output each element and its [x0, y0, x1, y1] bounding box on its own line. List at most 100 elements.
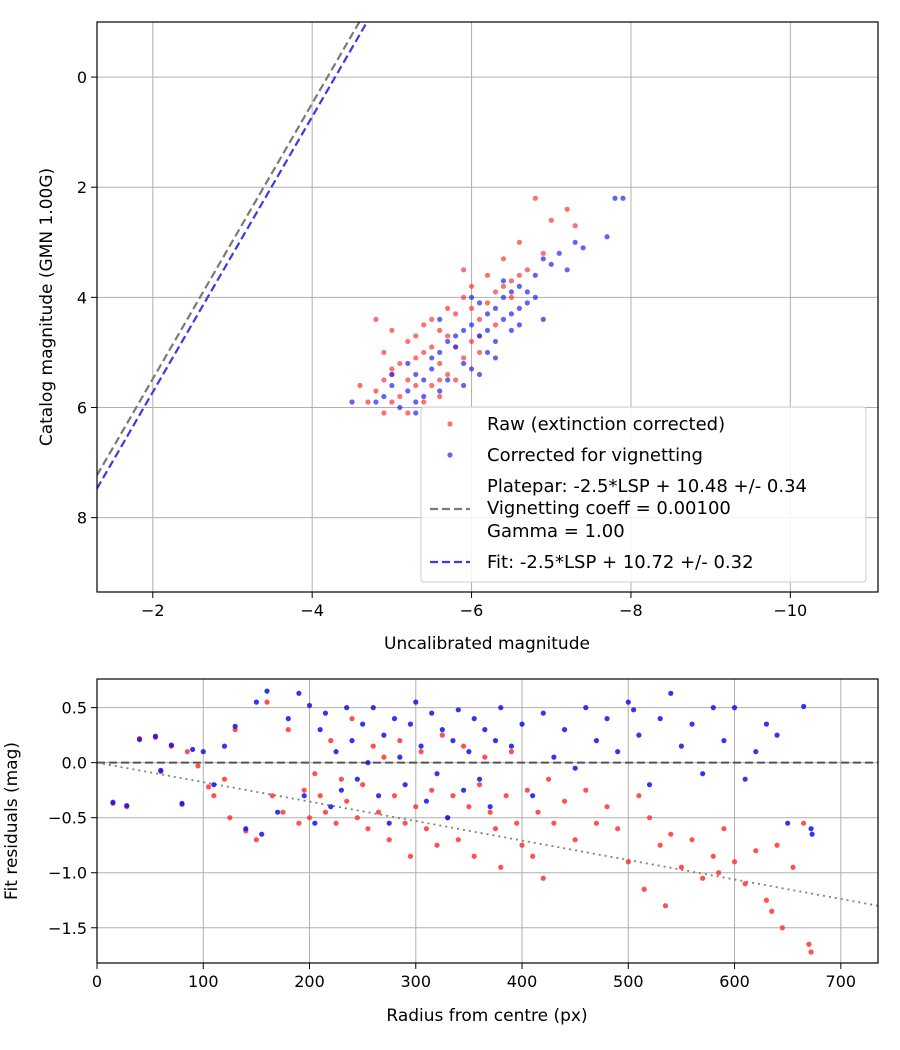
raw-point: [530, 853, 536, 859]
corrected-for-vignetting-point: [437, 316, 443, 322]
corrected-point: [710, 705, 716, 711]
raw-extinction-corrected-point: [429, 316, 435, 322]
raw-extinction-corrected-point: [508, 294, 515, 300]
corrected-point: [354, 776, 360, 782]
raw-point: [716, 870, 722, 876]
y-tick-label: 6: [77, 399, 87, 418]
corrected-for-vignetting-point: [516, 322, 522, 328]
corrected-point: [434, 771, 440, 777]
corrected-for-vignetting-point: [437, 388, 443, 394]
corrected-point: [317, 727, 323, 733]
raw-extinction-corrected-point: [484, 300, 491, 306]
trend-line: [97, 761, 878, 907]
raw-point: [779, 925, 785, 931]
corrected-point: [450, 738, 456, 744]
corrected-point: [375, 793, 382, 799]
raw-extinction-corrected-point: [492, 322, 499, 328]
raw-extinction-corrected-point: [508, 278, 515, 284]
raw-point: [508, 749, 515, 755]
corrected-point: [572, 765, 578, 771]
raw-point: [763, 897, 770, 903]
x-tick-label: −2: [141, 601, 165, 620]
corrected-point: [285, 716, 291, 722]
raw-extinction-corrected-point: [548, 217, 554, 223]
corrected-for-vignetting-point: [468, 366, 475, 372]
raw-point: [572, 837, 578, 843]
raw-extinction-corrected-point: [373, 388, 379, 394]
raw-extinction-corrected-point: [564, 206, 570, 212]
raw-extinction-corrected-point: [373, 316, 379, 322]
corrected-for-vignetting-point: [484, 349, 491, 356]
raw-point: [407, 853, 414, 859]
corrected-for-vignetting-point: [413, 399, 419, 405]
corrected-point: [519, 721, 525, 727]
corrected-point: [407, 721, 414, 727]
corrected-for-vignetting-point: [421, 377, 427, 383]
corrected-point: [439, 727, 445, 733]
raw-point: [312, 771, 318, 777]
corrected-point: [232, 723, 238, 729]
corrected-point: [322, 710, 329, 716]
raw-point: [678, 864, 685, 870]
raw-point: [551, 820, 557, 826]
raw-point: [604, 804, 610, 810]
corrected-point: [158, 767, 164, 773]
y-tick-label: 2: [77, 178, 87, 197]
corrected-for-vignetting-point: [580, 245, 586, 251]
raw-point: [391, 793, 398, 799]
raw-point: [211, 793, 217, 799]
raw-point: [375, 809, 382, 815]
raw-point: [280, 809, 286, 815]
residuals-lines: [97, 761, 878, 907]
corrected-for-vignetting-point: [349, 399, 355, 405]
calibration-y-label: Catalog magnitude (GMN 1.00G): [37, 168, 57, 446]
raw-extinction-corrected-point: [500, 256, 507, 262]
raw-extinction-corrected-point: [357, 382, 363, 389]
raw-point: [790, 864, 796, 870]
corrected-point: [418, 743, 424, 749]
y-tick-label: −1.0: [48, 864, 87, 883]
raw-point: [593, 820, 600, 826]
raw-point: [636, 793, 642, 799]
corrected-point: [386, 820, 392, 826]
calibration-points: [349, 195, 626, 416]
corrected-point: [200, 749, 206, 755]
raw-extinction-corrected-point: [413, 333, 419, 339]
raw-point: [769, 908, 775, 914]
corrected-point: [259, 831, 265, 837]
corrected-for-vignetting-point: [532, 294, 538, 300]
corrected-for-vignetting-point: [476, 333, 483, 339]
raw-point: [641, 886, 647, 892]
raw-point: [296, 820, 302, 826]
y-tick-label: 8: [77, 509, 87, 528]
corrected-point: [306, 702, 313, 709]
raw-extinction-corrected-point: [468, 283, 475, 289]
raw-point: [264, 699, 270, 705]
x-tick-label: −6: [460, 601, 484, 620]
raw-point: [657, 842, 663, 848]
corrected-point: [785, 820, 791, 826]
raw-extinction-corrected-point: [429, 344, 435, 350]
calibration-x-ticks: −2 −4 −6 −8 −10: [141, 592, 807, 620]
legend-box: [420, 406, 867, 583]
corrected-point: [808, 826, 814, 832]
corrected-point: [604, 716, 610, 722]
corrected-point: [801, 703, 807, 710]
corrected-point: [243, 826, 249, 832]
corrected-for-vignetting-point: [548, 261, 554, 267]
raw-point: [492, 826, 499, 832]
calibration-x-label: Uncalibrated magnitude: [384, 634, 590, 654]
raw-point: [668, 831, 674, 837]
corrected-point: [487, 804, 493, 810]
raw-extinction-corrected-point: [460, 355, 467, 361]
corrected-for-vignetting-point: [460, 360, 467, 367]
corrected-for-vignetting-point: [508, 327, 515, 334]
corrected-point: [540, 710, 546, 716]
corrected-for-vignetting-point: [508, 311, 515, 317]
x-tick-label: 600: [719, 972, 750, 991]
corrected-point: [466, 749, 472, 755]
raw-point: [662, 903, 669, 909]
corrected-point: [253, 699, 259, 705]
calibration-fit-lines: [97, 22, 369, 490]
